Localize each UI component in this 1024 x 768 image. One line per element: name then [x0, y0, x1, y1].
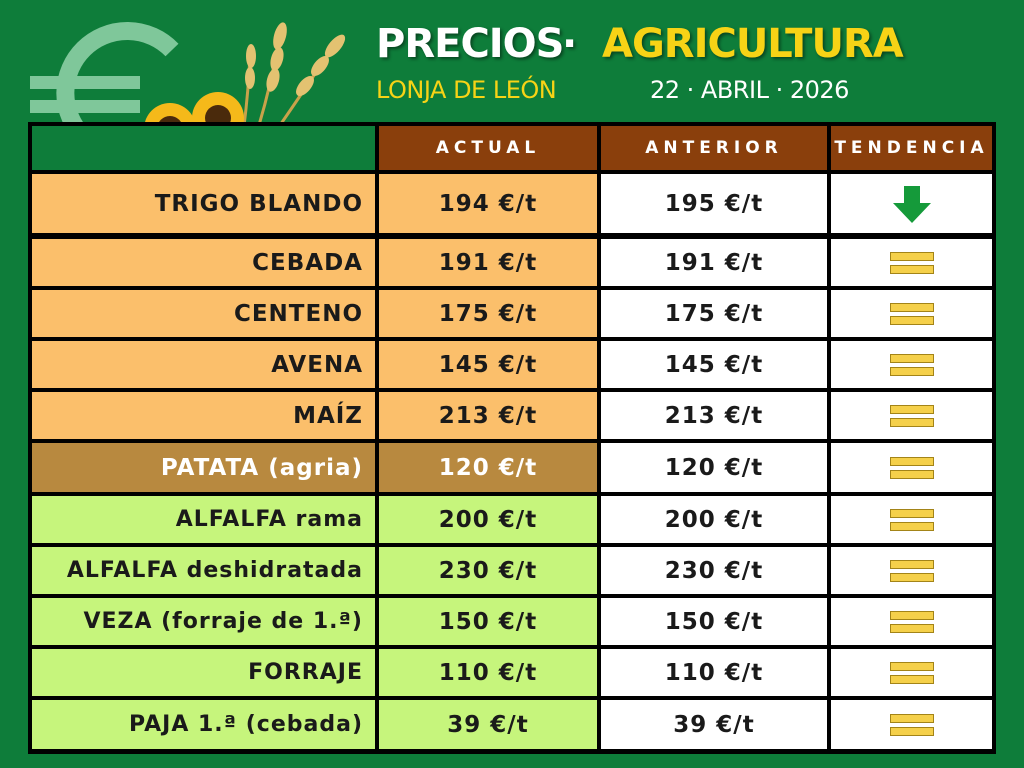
trend-cell	[831, 547, 992, 594]
trend-cell	[831, 290, 992, 337]
price-actual: 120 €/t	[379, 443, 597, 492]
product-name: PATATA (agria)	[32, 443, 375, 492]
date-label: 22 · ABRIL · 2026	[650, 76, 849, 104]
column-header-anterior: ANTERIOR	[601, 126, 827, 170]
price-actual: 39 €/t	[379, 700, 597, 749]
equal-trend-icon	[889, 302, 934, 326]
price-actual: 191 €/t	[379, 239, 597, 286]
product-name: CENTENO	[32, 290, 375, 337]
price-anterior: 120 €/t	[601, 443, 827, 492]
trend-cell	[831, 700, 992, 749]
equal-trend-icon	[889, 713, 934, 737]
column-header-actual: ACTUAL	[379, 126, 597, 170]
trend-cell	[831, 174, 992, 233]
title-agricultura: AGRICULTURA	[602, 21, 904, 67]
price-anterior: 110 €/t	[601, 649, 827, 696]
trend-cell	[831, 392, 992, 439]
product-name: VEZA (forraje de 1.ª)	[32, 598, 375, 645]
product-name: AVENA	[32, 341, 375, 388]
price-actual: 213 €/t	[379, 392, 597, 439]
equal-trend-icon	[889, 404, 934, 428]
equal-trend-icon	[889, 251, 934, 275]
price-actual: 230 €/t	[379, 547, 597, 594]
trend-cell	[831, 341, 992, 388]
equal-trend-icon	[889, 610, 934, 634]
price-actual: 175 €/t	[379, 290, 597, 337]
price-table: ACTUAL ANTERIOR TENDENCIA TRIGO BLANDO 194 €…	[28, 122, 996, 754]
price-actual: 194 €/t	[379, 174, 597, 233]
arrow-down-icon	[892, 185, 931, 223]
product-name: MAÍZ	[32, 392, 375, 439]
price-anterior: 145 €/t	[601, 341, 827, 388]
product-name: ALFALFA deshidratada	[32, 547, 375, 594]
price-anterior: 150 €/t	[601, 598, 827, 645]
price-anterior: 191 €/t	[601, 239, 827, 286]
equal-trend-icon	[889, 456, 934, 480]
equal-trend-icon	[889, 661, 934, 685]
price-anterior: 213 €/t	[601, 392, 827, 439]
trend-cell	[831, 598, 992, 645]
product-name: CEBADA	[32, 239, 375, 286]
product-name: FORRAJE	[32, 649, 375, 696]
trend-cell	[831, 239, 992, 286]
trend-cell	[831, 496, 992, 543]
price-actual: 110 €/t	[379, 649, 597, 696]
price-anterior: 230 €/t	[601, 547, 827, 594]
price-anterior: 175 €/t	[601, 290, 827, 337]
header: PRECIOS · AGRICULTURA LONJA DE LEÓN 22 ·…	[0, 0, 1024, 164]
product-name: ALFALFA rama	[32, 496, 375, 543]
price-actual: 200 €/t	[379, 496, 597, 543]
title-separator: ·	[562, 21, 577, 67]
price-anterior: 195 €/t	[601, 174, 827, 233]
column-header-tendencia: TENDENCIA	[831, 126, 992, 170]
trend-cell	[831, 649, 992, 696]
price-anterior: 39 €/t	[601, 700, 827, 749]
product-name: TRIGO BLANDO	[32, 174, 375, 233]
subtitle-lonja: LONJA DE LEÓN	[376, 76, 557, 104]
equal-trend-icon	[889, 353, 934, 377]
equal-trend-icon	[889, 559, 934, 583]
equal-trend-icon	[889, 508, 934, 532]
header-empty-cell	[32, 126, 375, 170]
title-precios: PRECIOS	[376, 21, 564, 67]
trend-cell	[831, 443, 992, 492]
price-actual: 145 €/t	[379, 341, 597, 388]
price-actual: 150 €/t	[379, 598, 597, 645]
product-name: PAJA 1.ª (cebada)	[32, 700, 375, 749]
price-anterior: 200 €/t	[601, 496, 827, 543]
